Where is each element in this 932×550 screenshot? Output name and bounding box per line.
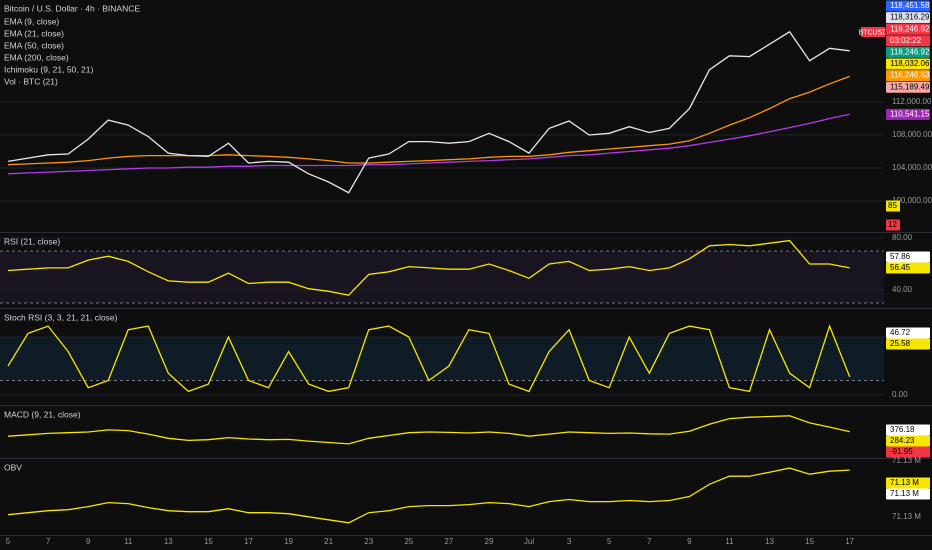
date-label: 3 bbox=[567, 537, 572, 546]
value-label: 57.86 bbox=[890, 252, 911, 261]
volume-label-box bbox=[886, 219, 900, 231]
y-tick-label: 104,000.00 bbox=[892, 163, 932, 172]
indicator-legend: Vol · BTC (21) bbox=[4, 76, 58, 86]
volume-label: 85 bbox=[888, 201, 897, 210]
value-label: 46.72 bbox=[890, 328, 911, 337]
value-label: 284.23 bbox=[890, 436, 915, 445]
price-label-box bbox=[886, 70, 930, 82]
date-label: 15 bbox=[204, 537, 213, 546]
date-label: 27 bbox=[444, 537, 453, 546]
price-label: 118,246.92 bbox=[890, 24, 930, 33]
indicator-legend: EMA (50, close) bbox=[4, 40, 64, 50]
band-fill bbox=[0, 336, 884, 381]
value-label: 25.58 bbox=[890, 339, 911, 348]
y-tick-label: 71.13 M bbox=[892, 512, 921, 521]
date-label: 15 bbox=[805, 537, 814, 546]
price-label: 118,316.29 bbox=[890, 13, 930, 22]
y-tick-label: 80.00 bbox=[892, 233, 913, 242]
y-tick-label: 40.00 bbox=[892, 285, 913, 294]
date-label: 17 bbox=[244, 537, 253, 546]
pane-title: RSI (21, close) bbox=[4, 236, 60, 246]
indicator-legend: EMA (9, close) bbox=[4, 16, 59, 26]
series-line bbox=[7, 467, 850, 524]
price-label: 118,451.58 bbox=[890, 1, 930, 10]
price-label-box bbox=[886, 23, 930, 35]
date-label: 17 bbox=[845, 537, 854, 546]
price-label: 03:02:22 bbox=[890, 36, 922, 45]
date-label: 19 bbox=[284, 537, 293, 546]
y-tick-label: 100,000.00 bbox=[892, 196, 932, 205]
series-line bbox=[7, 324, 851, 393]
date-label: 13 bbox=[765, 537, 774, 546]
y-tick-label: 112,000.00 bbox=[892, 97, 932, 106]
price-label-box bbox=[886, 58, 930, 70]
date-label: 5 bbox=[607, 537, 612, 546]
value-label: 376.18 bbox=[890, 425, 915, 434]
date-label: 13 bbox=[164, 537, 173, 546]
series-line bbox=[7, 113, 850, 175]
pane-title: OBV bbox=[4, 462, 22, 472]
symbol-badge bbox=[861, 27, 885, 37]
price-label: 118,246.92 bbox=[890, 48, 930, 57]
series-line bbox=[7, 415, 850, 445]
y-tick-label: 0.00 bbox=[892, 390, 908, 399]
value-label-box bbox=[886, 327, 930, 339]
date-label: 21 bbox=[324, 537, 333, 546]
price-label: 110,541.15 bbox=[890, 109, 930, 118]
price-label-box bbox=[886, 81, 930, 93]
y-tick-label: 108,000.00 bbox=[892, 130, 932, 139]
symbol: BTCUSD bbox=[859, 29, 888, 36]
date-label: 9 bbox=[687, 537, 692, 546]
indicator-legend: EMA (200, close) bbox=[4, 52, 69, 62]
price-label-box bbox=[886, 46, 930, 58]
value-label-box bbox=[886, 488, 930, 500]
value-label: 71.13 M bbox=[890, 478, 919, 487]
price-label-box bbox=[886, 35, 930, 47]
date-label: 29 bbox=[485, 537, 494, 546]
pane-title: MACD (9, 21, close) bbox=[4, 409, 81, 419]
value-label: -91.95 bbox=[890, 447, 913, 456]
date-label: 11 bbox=[725, 537, 734, 546]
price-label-box bbox=[886, 108, 930, 120]
value-label-box bbox=[886, 338, 930, 350]
date-label: Jul bbox=[524, 537, 534, 546]
series-line bbox=[7, 239, 850, 296]
date-label: 7 bbox=[647, 537, 652, 546]
price-label-box bbox=[886, 12, 930, 24]
y-tick-label: 71.13 M bbox=[892, 456, 921, 465]
value-label-box bbox=[886, 262, 930, 274]
indicator-legend: Ichimoku (9, 21, 50, 21) bbox=[4, 64, 93, 74]
volume-label-box bbox=[886, 200, 900, 212]
price-label: 118,032.06 bbox=[890, 59, 930, 68]
value-label-box bbox=[886, 477, 930, 489]
date-label: 9 bbox=[86, 537, 91, 546]
price-label-box bbox=[886, 0, 930, 12]
volume-label: 12 bbox=[888, 220, 897, 229]
series-line bbox=[7, 30, 850, 194]
date-label: 5 bbox=[6, 537, 11, 546]
value-label: 71.13 M bbox=[890, 489, 919, 498]
date-label: 23 bbox=[364, 537, 373, 546]
indicator-legend: EMA (21, close) bbox=[4, 28, 64, 38]
date-label: 11 bbox=[124, 537, 133, 546]
date-label: 25 bbox=[404, 537, 413, 546]
value-label-box bbox=[886, 446, 930, 458]
value-label-box bbox=[886, 251, 930, 263]
band-fill bbox=[0, 250, 884, 304]
value-label: 56.45 bbox=[890, 263, 911, 272]
series-line bbox=[7, 75, 850, 166]
value-label-box bbox=[886, 424, 930, 436]
pane-title: Stoch RSI (3, 3, 21, 21, close) bbox=[4, 312, 118, 322]
price-label: 115,189.49 bbox=[890, 82, 930, 91]
price-label: 116,246.63 bbox=[890, 71, 930, 80]
value-label-box bbox=[886, 435, 930, 447]
chart-title: Bitcoin / U.S. Dollar · 4h · BINANCE bbox=[4, 3, 140, 13]
date-label: 7 bbox=[46, 537, 51, 546]
